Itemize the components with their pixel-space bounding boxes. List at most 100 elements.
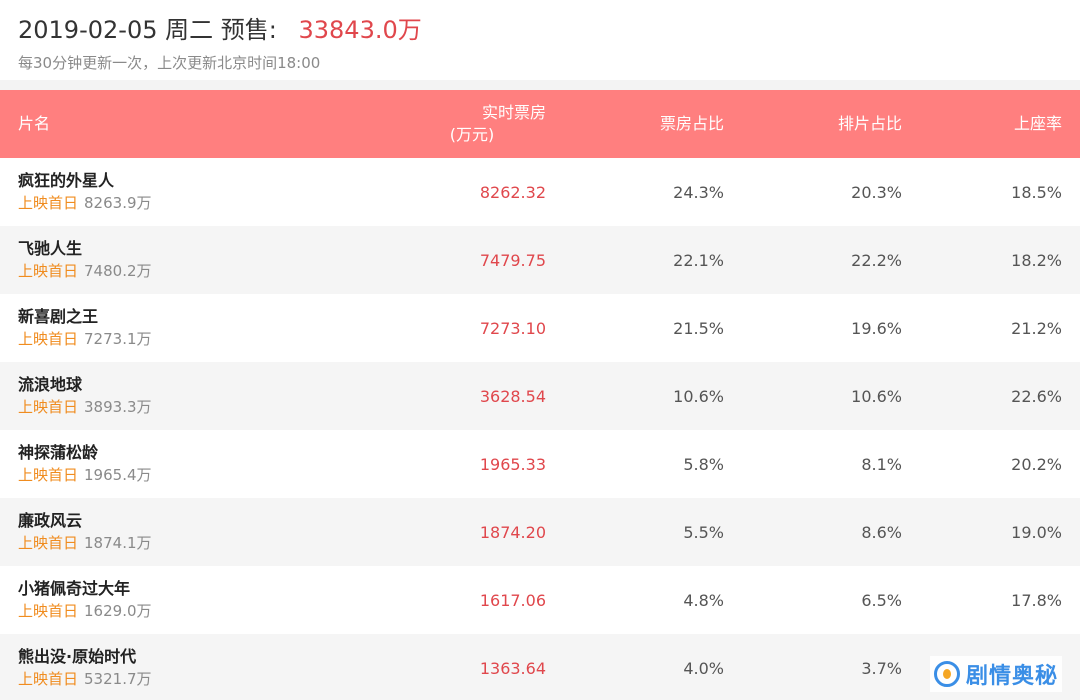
presale-label: 预售: — [220, 16, 277, 44]
release-info: 上映首日 5321.7万 — [18, 668, 362, 690]
boxoffice-value: 1874.20 — [479, 522, 546, 542]
date-text: 2019-02-05 — [18, 16, 158, 44]
table-row[interactable]: 新喜剧之王上映首日 7273.1万 7273.10 21.5% 19.6% 21.2% — [0, 294, 1080, 362]
movie-cell: 疯狂的外星人 上映首日 8263.9万 — [0, 158, 380, 226]
screenings-value: 10.6% — [851, 386, 902, 406]
watermark: 剧情奥秘 — [929, 656, 1062, 692]
movie-title: 流浪地球 — [18, 375, 83, 394]
movie-cell: 小猪佩奇过大年 上映首日 1629.0万 — [0, 566, 380, 634]
movie-title: 神探蒲松龄 — [18, 443, 99, 462]
table-row[interactable]: 流浪地球上映首日 3893.3万 3628.54 10.6% 10.6% 22.6% — [0, 362, 1080, 430]
release-total: 5321.7万 — [84, 670, 152, 688]
release-info: 上映首日 7273.1万 — [18, 328, 362, 350]
share-value: 5.5% — [683, 522, 724, 542]
boxoffice-value: 1965.33 — [479, 454, 546, 474]
screenings-value: 6.5% — [861, 590, 902, 610]
movie-title: 新喜剧之王 — [18, 307, 99, 326]
screenings-value: 3.7% — [861, 658, 902, 678]
table-header-row: 片名 实时票房 (万元) 票房占比 排片占比 上座率 — [0, 90, 1080, 158]
share-value: 4.0% — [683, 658, 724, 678]
table-row[interactable]: 飞驰人生上映首日 7480.2万 7479.75 22.1% 22.2% 18.2% — [0, 226, 1080, 294]
release-info: 上映首日 1629.0万 — [18, 600, 362, 622]
occupancy-value: 19.0% — [1011, 522, 1062, 542]
release-total: 1874.1万 — [84, 534, 152, 552]
release-tag: 上映首日 — [18, 534, 79, 552]
release-total: 8263.9万 — [84, 194, 152, 212]
movie-cell: 流浪地球上映首日 3893.3万 — [0, 362, 380, 430]
release-tag: 上映首日 — [18, 670, 79, 688]
movie-title: 廉政风云 — [18, 511, 83, 530]
screenings-value: 22.2% — [851, 250, 902, 270]
movie-cell: 廉政风云上映首日 1874.1万 — [0, 498, 380, 566]
swirl-logo-icon — [933, 661, 960, 687]
column-header-boxoffice-label: 实时票房 — [481, 103, 546, 122]
screenings-value: 20.3% — [851, 182, 902, 202]
boxoffice-table: 片名 实时票房 (万元) 票房占比 排片占比 上座率 疯狂的外星人 上映首日 826… — [0, 90, 1080, 700]
occupancy-value: 18.2% — [1011, 250, 1062, 270]
occupancy-value: 22.6% — [1011, 386, 1062, 406]
release-info: 上映首日 1874.1万 — [18, 532, 362, 554]
page-header: 2019-02-05 周二 预售: 33843.0万 每30分钟更新一次，上次更… — [0, 0, 1080, 80]
update-note: 每30分钟更新一次，上次更新北京时间18:00 — [18, 54, 321, 72]
movie-cell: 飞驰人生上映首日 7480.2万 — [0, 226, 380, 294]
column-header-screenings: 排片占比 — [837, 114, 902, 133]
movie-title: 熊出没·原始时代 — [18, 647, 137, 666]
screenings-value: 8.1% — [861, 454, 902, 474]
release-info: 上映首日 8263.9万 — [18, 192, 362, 214]
share-value: 21.5% — [673, 318, 724, 338]
weekday-text: 周二 — [165, 16, 214, 44]
share-value: 4.8% — [683, 590, 724, 610]
movie-cell: 熊出没·原始时代 上映首日 5321.7万 — [0, 634, 380, 700]
release-tag: 上映首日 — [18, 398, 79, 416]
table-body: 疯狂的外星人 上映首日 8263.9万 8262.32 24.3% 20.3% 18.5% 飞… — [0, 158, 1080, 700]
boxoffice-value: 7479.75 — [479, 250, 546, 270]
release-info: 上映首日 1965.4万 — [18, 464, 362, 486]
column-header-boxoffice-unit: (万元) — [449, 125, 495, 144]
release-total: 1629.0万 — [84, 602, 152, 620]
column-header-name: 片名 — [18, 114, 51, 133]
share-value: 22.1% — [673, 250, 724, 270]
release-tag: 上映首日 — [18, 330, 79, 348]
release-total: 3893.3万 — [84, 398, 152, 416]
release-total: 7480.2万 — [84, 262, 152, 280]
release-tag: 上映首日 — [18, 466, 79, 484]
occupancy-value: 20.2% — [1011, 454, 1062, 474]
occupancy-value: 21.2% — [1011, 318, 1062, 338]
release-info: 上映首日 7480.2万 — [18, 260, 362, 282]
table-row[interactable]: 疯狂的外星人 上映首日 8263.9万 8262.32 24.3% 20.3% 18.5% — [0, 158, 1080, 226]
column-header-boxoffice: 实时票房 (万元) — [380, 90, 564, 158]
movie-cell: 新喜剧之王上映首日 7273.1万 — [0, 294, 380, 362]
occupancy-value: 18.5% — [1011, 182, 1062, 202]
share-value: 10.6% — [673, 386, 724, 406]
boxoffice-value: 3628.54 — [479, 386, 546, 406]
movie-cell: 神探蒲松龄上映首日 1965.4万 — [0, 430, 380, 498]
column-header-occupancy: 上座率 — [1013, 114, 1062, 133]
screenings-value: 19.6% — [851, 318, 902, 338]
boxoffice-value: 1363.64 — [479, 658, 546, 678]
column-header-share: 票房占比 — [659, 114, 724, 133]
release-tag: 上映首日 — [18, 194, 79, 212]
watermark-text: 剧情奥秘 — [965, 664, 1058, 689]
table-row[interactable]: 神探蒲松龄上映首日 1965.4万 1965.33 5.8% 8.1% 20.2% — [0, 430, 1080, 498]
boxoffice-value: 8262.32 — [479, 182, 546, 202]
movie-title: 飞驰人生 — [18, 239, 83, 258]
share-value: 5.8% — [683, 454, 724, 474]
table-row[interactable]: 熊出没·原始时代 上映首日 5321.7万 1363.64 4.0% 3.7% — [0, 634, 1080, 700]
release-total: 7273.1万 — [84, 330, 152, 348]
release-info: 上映首日 3893.3万 — [18, 396, 362, 418]
release-tag: 上映首日 — [18, 602, 79, 620]
movie-title: 小猪佩奇过大年 — [18, 579, 131, 598]
release-tag: 上映首日 — [18, 262, 79, 280]
boxoffice-value: 1617.06 — [479, 590, 546, 610]
release-total: 1965.4万 — [84, 466, 152, 484]
presale-value: 33843.0万 — [298, 16, 422, 44]
screenings-value: 8.6% — [861, 522, 902, 542]
movie-title: 疯狂的外星人 — [18, 171, 115, 190]
boxoffice-value: 7273.10 — [479, 318, 546, 338]
share-value: 24.3% — [673, 182, 724, 202]
occupancy-value: 17.8% — [1011, 590, 1062, 610]
table-row[interactable]: 廉政风云上映首日 1874.1万 1874.20 5.5% 8.6% 19.0% — [0, 498, 1080, 566]
page-title: 2019-02-05 周二 预售: 33843.0万 — [18, 10, 422, 45]
divider — [0, 80, 1080, 90]
table-row[interactable]: 小猪佩奇过大年 上映首日 1629.0万 1617.06 4.8% 6.5% 17.8% — [0, 566, 1080, 634]
